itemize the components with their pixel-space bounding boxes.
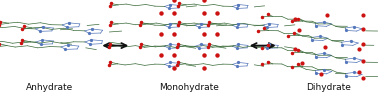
Text: Dihydrate: Dihydrate bbox=[307, 83, 351, 92]
Text: Anhydrate: Anhydrate bbox=[26, 83, 73, 92]
Text: Monohydrate: Monohydrate bbox=[159, 83, 219, 92]
